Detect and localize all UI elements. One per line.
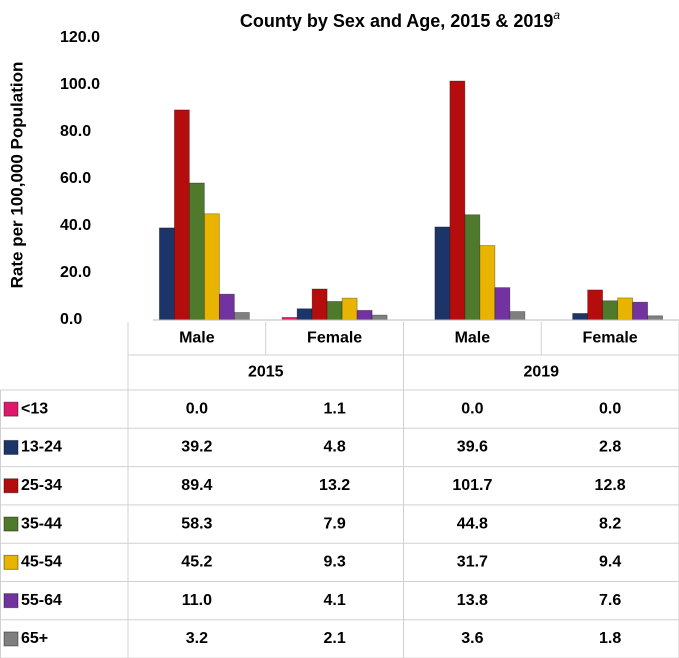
- category-label: Male: [179, 330, 215, 347]
- table-value: 58.3: [181, 515, 212, 532]
- table-value: 31.7: [457, 554, 488, 571]
- table-value: 0.0: [461, 400, 483, 417]
- table-value: 12.8: [595, 477, 626, 494]
- category-label: Female: [583, 330, 638, 347]
- legend-label: 55-64: [21, 592, 62, 609]
- group-label: 2019: [523, 364, 559, 381]
- table-value: 0.0: [599, 400, 621, 417]
- table-value: 39.2: [181, 439, 212, 456]
- legend-swatch: [3, 401, 19, 417]
- legend-swatch: [3, 593, 19, 609]
- y-tick-label: 0.0: [60, 311, 82, 328]
- bar: [617, 297, 634, 321]
- table-value: 44.8: [457, 515, 488, 532]
- bar: [158, 227, 175, 321]
- title-text: County by Sex and Age, 2015 & 2019: [240, 11, 553, 31]
- bar: [602, 300, 619, 321]
- legend-swatch: [3, 554, 19, 570]
- bar: [371, 314, 388, 321]
- y-tick-label: 100.0: [60, 76, 100, 93]
- bar: [356, 309, 373, 321]
- legend-label: 45-54: [21, 554, 62, 571]
- y-tick-label: 80.0: [60, 123, 91, 140]
- legend-label: 25-34: [21, 477, 62, 494]
- table-value: 1.8: [599, 630, 621, 647]
- legend-swatch: [3, 439, 19, 455]
- table-value: 13.2: [319, 477, 350, 494]
- table-value: 7.6: [599, 592, 621, 609]
- bar: [494, 287, 511, 321]
- bar: [434, 226, 451, 321]
- table-value: 2.8: [599, 439, 621, 456]
- category-label: Female: [307, 330, 362, 347]
- bar: [509, 311, 526, 321]
- table-value: 4.8: [324, 439, 346, 456]
- legend-swatch: [3, 516, 19, 532]
- legend-label: 65+: [21, 630, 48, 647]
- legend-label: 35-44: [21, 515, 62, 532]
- table-value: 0.0: [186, 400, 208, 417]
- bar: [296, 308, 313, 321]
- group-label: 2015: [248, 364, 284, 381]
- y-axis-label: Rate per 100,000 Population: [7, 62, 26, 289]
- table-value: 39.6: [457, 439, 488, 456]
- table-value: 13.8: [457, 592, 488, 609]
- bar: [218, 293, 235, 321]
- bar: [464, 214, 481, 321]
- legend-swatch: [3, 478, 19, 494]
- table-value: 3.2: [186, 630, 208, 647]
- table-value: 89.4: [181, 477, 212, 494]
- y-tick-label: 60.0: [60, 170, 91, 187]
- table-value: 8.2: [599, 515, 621, 532]
- category-label: Male: [455, 330, 491, 347]
- bar: [203, 213, 220, 321]
- table-value: 2.1: [324, 630, 346, 647]
- bar: [326, 301, 343, 321]
- bar: [632, 301, 649, 321]
- legend-swatch: [3, 631, 19, 647]
- table-value: 9.4: [599, 554, 621, 571]
- table-value: 7.9: [324, 515, 346, 532]
- y-tick-label: 120.0: [60, 29, 100, 46]
- bar: [233, 312, 250, 321]
- title-superscript: a: [553, 8, 560, 22]
- bar: [572, 313, 589, 321]
- bar: [311, 288, 328, 321]
- table-value: 1.1: [324, 400, 346, 417]
- bar: [449, 80, 466, 321]
- bar: [341, 297, 358, 321]
- bar: [587, 289, 604, 321]
- legend-label: 13-24: [21, 439, 62, 456]
- bar: [479, 245, 496, 321]
- table-value: 3.6: [461, 630, 483, 647]
- table-value: 101.7: [452, 477, 492, 494]
- table-value: 4.1: [324, 592, 346, 609]
- table-value: 9.3: [324, 554, 346, 571]
- table-value: 45.2: [181, 554, 212, 571]
- y-tick-label: 20.0: [60, 264, 91, 281]
- y-tick-label: 40.0: [60, 217, 91, 234]
- chart-title: County by Sex and Age, 2015 & 2019a: [240, 8, 560, 31]
- legend-label: <13: [21, 400, 48, 417]
- bar: [647, 315, 664, 321]
- bar: [173, 109, 190, 321]
- table-value: 11.0: [182, 592, 212, 609]
- bar: [188, 182, 205, 321]
